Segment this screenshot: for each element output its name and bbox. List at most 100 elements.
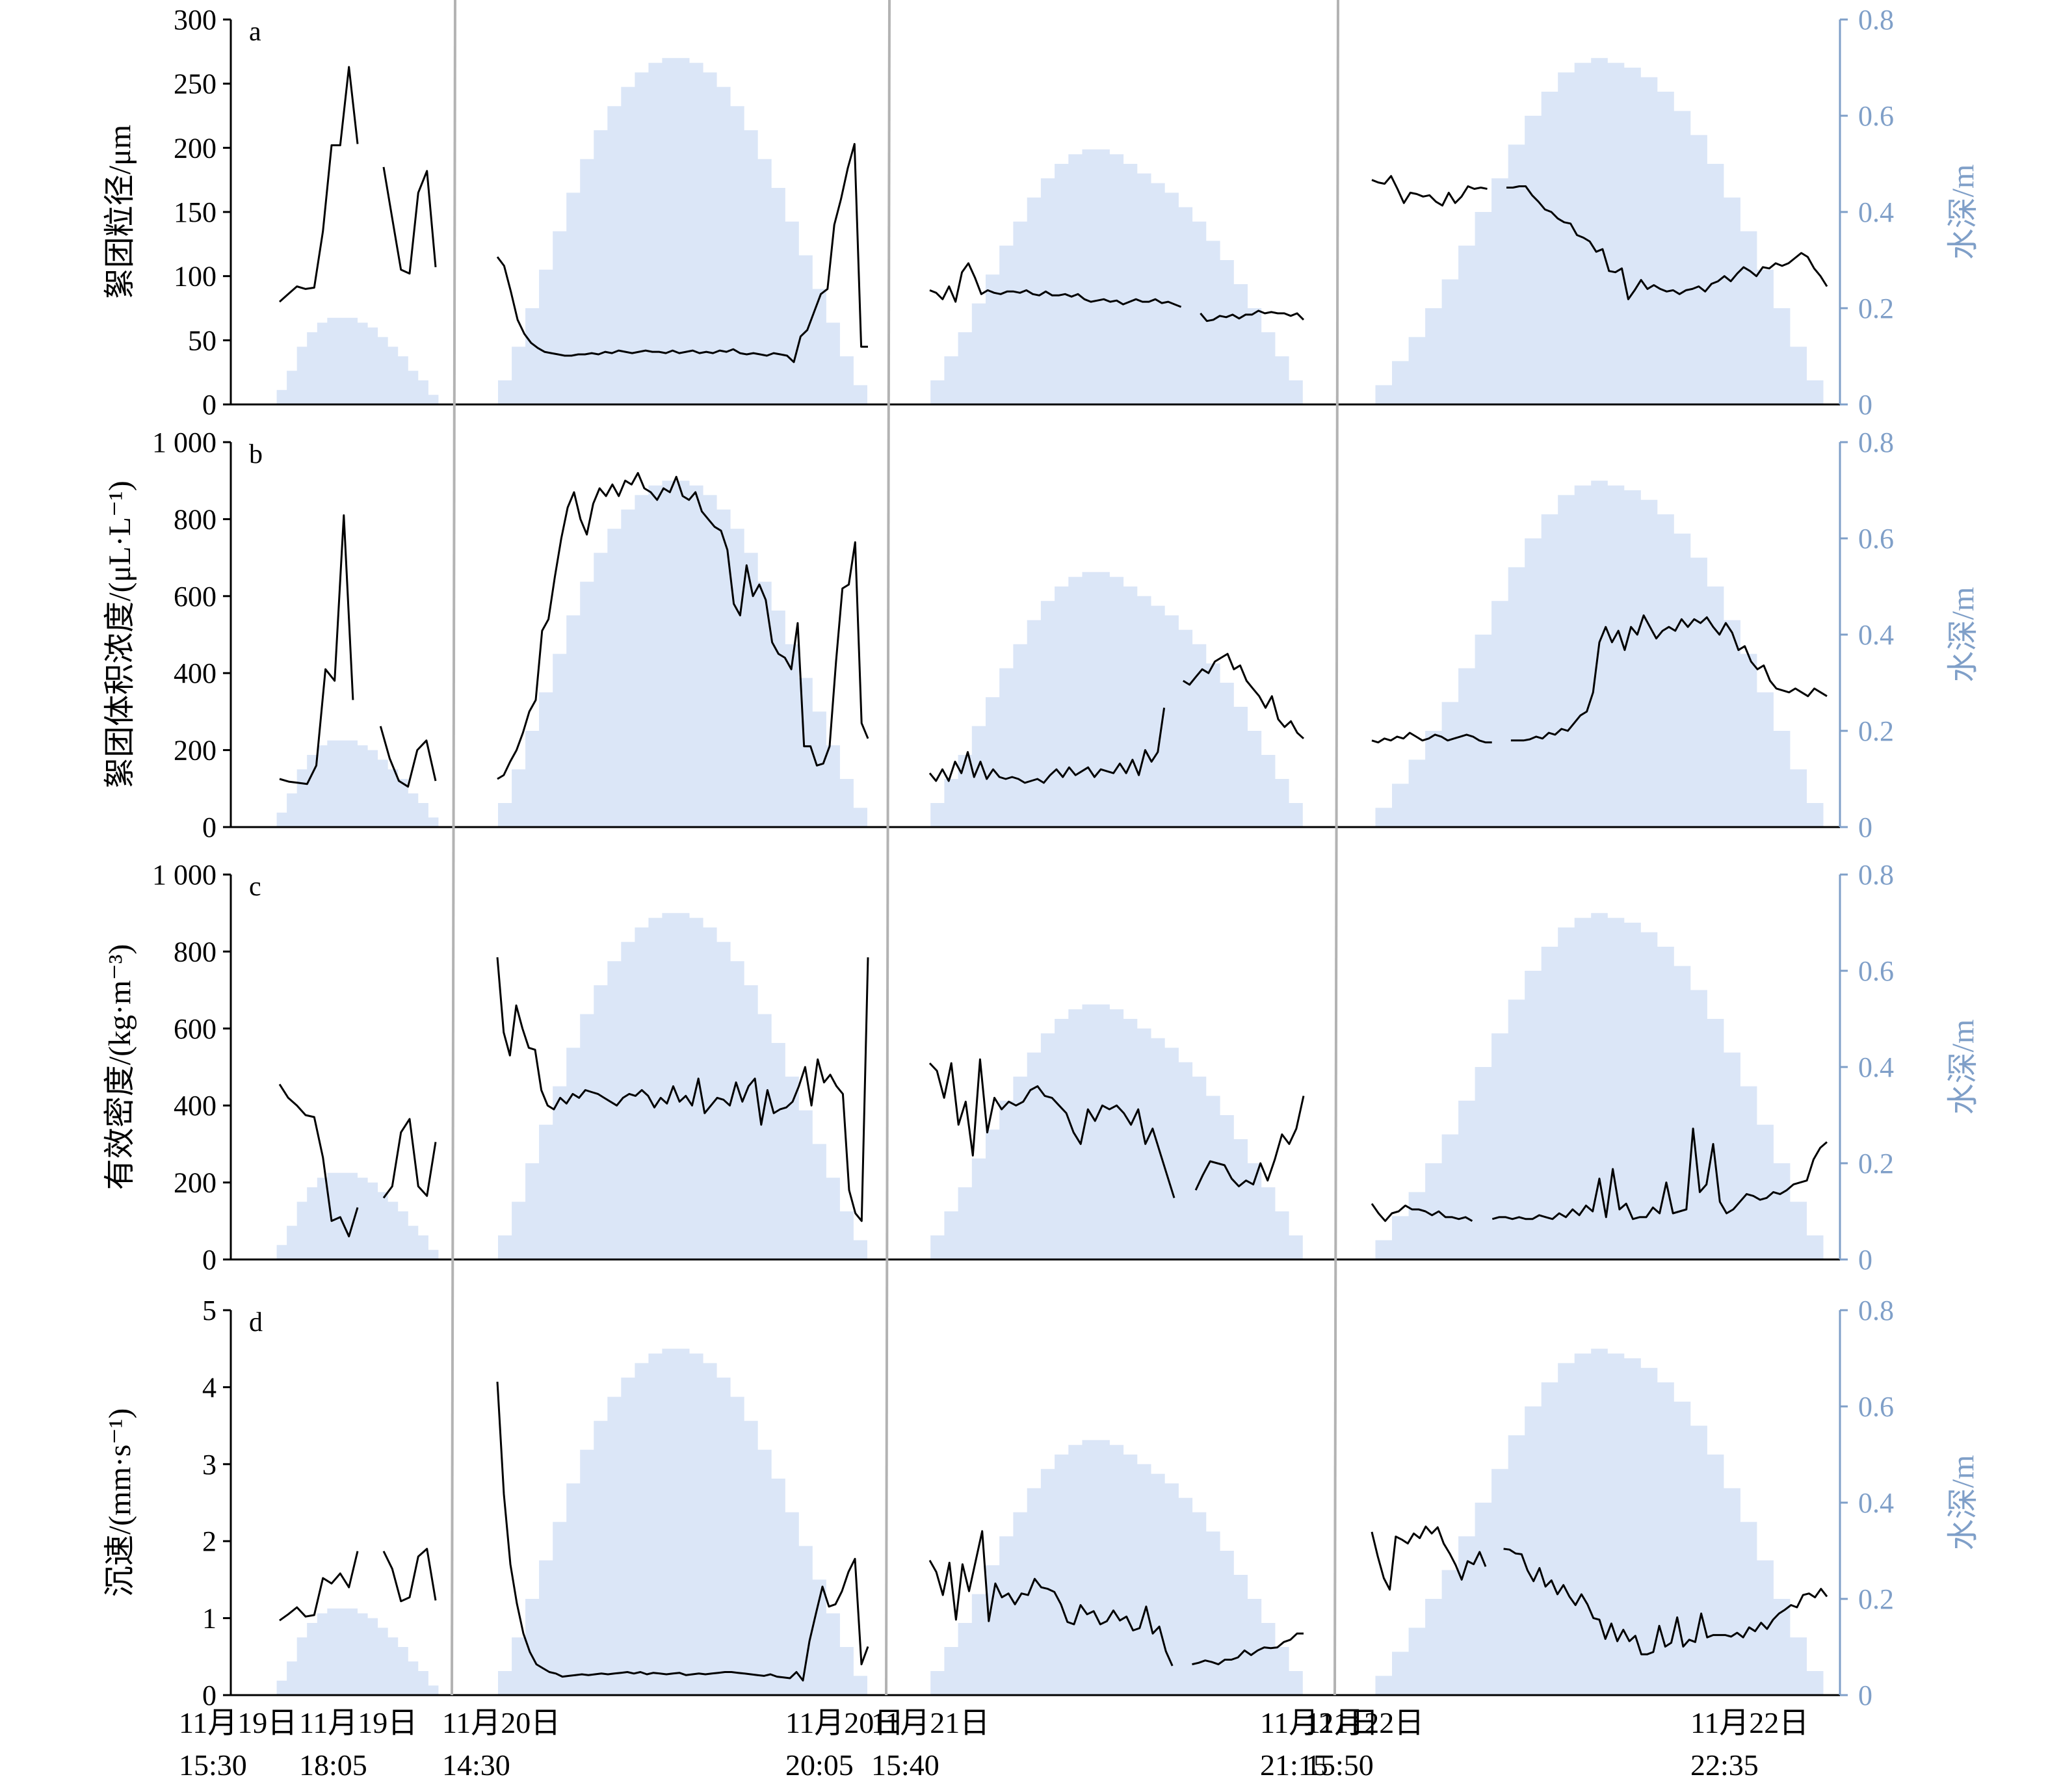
right-tick-label: 0.8 bbox=[1858, 427, 1894, 458]
right-tick-label: 0.4 bbox=[1858, 1051, 1894, 1083]
right-tick-label: 0.4 bbox=[1858, 196, 1894, 228]
left-tick-label: 600 bbox=[174, 1013, 217, 1045]
x-tick-label-date: 11月22日 bbox=[1306, 1706, 1424, 1739]
right-tick-label: 0 bbox=[1858, 389, 1872, 421]
right-tick-label: 0.8 bbox=[1858, 859, 1894, 891]
water-depth-area bbox=[1359, 481, 1840, 827]
series-line bbox=[279, 514, 354, 785]
left-tick-label: 1 000 bbox=[152, 859, 217, 891]
x-tick-label-time: 22:35 bbox=[1690, 1748, 1759, 1782]
series-line bbox=[496, 957, 869, 1222]
series-line bbox=[497, 471, 869, 780]
left-tick-label: 0 bbox=[202, 389, 217, 421]
left-axis-title: 沉速/(mm·s⁻¹) bbox=[103, 1408, 137, 1597]
x-tick-label-time: 18:05 bbox=[299, 1748, 367, 1782]
series-line bbox=[1510, 614, 1828, 742]
left-axis-title: 有效密度/(kg·m⁻³) bbox=[103, 944, 137, 1190]
right-tick-label: 0 bbox=[1858, 1680, 1872, 1711]
x-tick-label-date: 11月20日 bbox=[785, 1706, 904, 1739]
series-line bbox=[382, 1118, 437, 1199]
series-line bbox=[1200, 310, 1305, 323]
right-axis-title: 水深/m bbox=[1946, 1020, 1980, 1115]
left-tick-label: 1 bbox=[202, 1603, 217, 1635]
left-tick-label: 50 bbox=[188, 324, 217, 356]
water-depth-area bbox=[1359, 1349, 1840, 1695]
series-line bbox=[928, 1058, 1175, 1198]
series-line bbox=[1192, 1632, 1304, 1666]
right-tick-label: 0 bbox=[1858, 811, 1872, 843]
left-tick-label: 800 bbox=[174, 503, 217, 535]
panel-letter: c bbox=[249, 872, 261, 902]
series-line bbox=[496, 1382, 869, 1681]
series-line bbox=[1194, 1096, 1305, 1191]
water-depth-area bbox=[1359, 913, 1840, 1259]
right-tick-label: 0.6 bbox=[1858, 1391, 1894, 1423]
water-depth-area bbox=[484, 481, 881, 827]
left-tick-label: 0 bbox=[202, 1244, 217, 1276]
right-tick-label: 0.4 bbox=[1858, 619, 1894, 651]
water-depth-area bbox=[917, 572, 1317, 827]
series-line bbox=[379, 726, 437, 788]
water-depth-area bbox=[484, 1349, 881, 1695]
series-line bbox=[928, 707, 1166, 784]
right-tick-label: 0.6 bbox=[1858, 523, 1894, 555]
left-tick-label: 200 bbox=[174, 132, 217, 164]
right-tick-label: 0 bbox=[1858, 1244, 1872, 1276]
series-line bbox=[1371, 175, 1488, 207]
left-tick-label: 200 bbox=[174, 1167, 217, 1199]
panel-d: 0 1 2 3 4 5 0 0.2 0.4 0.6 0.8 d 沉速/(mm·s⁻¹) 水深/m bbox=[103, 1295, 1980, 1711]
panel-letter: d bbox=[249, 1308, 263, 1337]
left-tick-label: 0 bbox=[202, 1680, 217, 1711]
series-line bbox=[278, 1083, 359, 1237]
series-line bbox=[928, 1530, 1174, 1667]
water-depth-area bbox=[917, 149, 1317, 405]
panel-letter: b bbox=[249, 440, 263, 469]
x-tick-label-time: 15:30 bbox=[179, 1748, 247, 1782]
series-line bbox=[496, 142, 868, 363]
left-tick-label: 200 bbox=[174, 735, 217, 767]
x-tick-label-date: 11月19日 bbox=[179, 1706, 297, 1739]
left-tick-label: 2 bbox=[202, 1525, 217, 1557]
left-tick-label: 3 bbox=[202, 1449, 217, 1481]
right-tick-label: 0.4 bbox=[1858, 1487, 1894, 1519]
left-tick-label: 4 bbox=[202, 1371, 217, 1403]
series-line bbox=[1371, 1203, 1473, 1222]
left-tick-label: 150 bbox=[174, 196, 217, 228]
left-tick-label: 400 bbox=[174, 1090, 217, 1122]
series-line bbox=[1183, 653, 1305, 739]
right-tick-label: 0.8 bbox=[1858, 1295, 1894, 1326]
left-tick-label: 250 bbox=[174, 68, 217, 100]
water-depth-area bbox=[917, 1004, 1317, 1259]
panel-b: 0 200 400 600 800 1 000 0 0.2 0.4 0.6 0.8 b 絮团体积浓度/(… bbox=[103, 427, 1980, 843]
left-tick-label: 0 bbox=[202, 811, 217, 843]
segment-separator bbox=[1333, 0, 1339, 1696]
left-tick-label: 300 bbox=[174, 4, 217, 36]
water-depth-area bbox=[267, 740, 449, 827]
x-tick-label-date: 11月21日 bbox=[871, 1706, 990, 1739]
right-tick-label: 0.2 bbox=[1858, 293, 1894, 324]
x-tick-label-date: 11月21日 bbox=[1260, 1706, 1378, 1739]
x-axis-labels: 11月19日15:3011月19日18:0511月20日14:3011月20日2… bbox=[179, 1706, 1809, 1782]
water-depth-area bbox=[1359, 58, 1840, 404]
x-tick-label-date: 11月20日 bbox=[442, 1706, 560, 1739]
water-depth-area bbox=[917, 1440, 1317, 1695]
left-tick-label: 1 000 bbox=[152, 427, 217, 458]
water-depth-area bbox=[267, 317, 449, 404]
series-line bbox=[382, 1548, 437, 1603]
x-tick-label-time: 21:15 bbox=[1260, 1748, 1328, 1782]
series-line bbox=[382, 166, 437, 275]
series-line bbox=[1506, 185, 1828, 300]
water-depth-area bbox=[484, 913, 881, 1259]
segment-separator bbox=[451, 0, 456, 1696]
segment-separator bbox=[885, 0, 891, 1696]
right-axis-title: 水深/m bbox=[1946, 1455, 1980, 1551]
series-line bbox=[1491, 1127, 1828, 1220]
right-tick-label: 0.8 bbox=[1858, 4, 1894, 36]
left-tick-label: 5 bbox=[202, 1295, 217, 1326]
water-depth-area bbox=[484, 58, 881, 404]
left-axis-title: 絮团粒径/μm bbox=[103, 125, 137, 299]
right-tick-label: 0.2 bbox=[1858, 715, 1894, 747]
right-tick-label: 0.6 bbox=[1858, 955, 1894, 987]
